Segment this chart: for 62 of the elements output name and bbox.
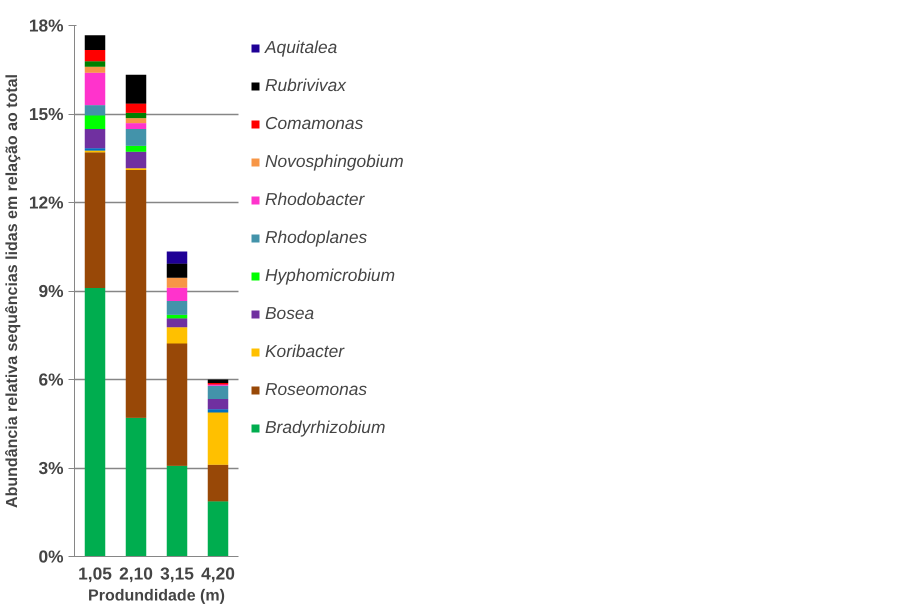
bar bbox=[126, 104, 146, 113]
legend-label: Rubrivivax bbox=[265, 75, 346, 96]
legend-label: Hyphomicrobium bbox=[265, 265, 396, 286]
bar bbox=[84, 152, 106, 288]
bar bbox=[84, 105, 106, 116]
bar bbox=[126, 123, 146, 130]
x-axis-title: Produndidade (m) bbox=[88, 588, 225, 604]
legend-label: Roseomonas bbox=[265, 379, 368, 400]
legend-label: Bradyrhizobium bbox=[265, 417, 386, 438]
bar bbox=[84, 115, 106, 130]
legend-label: Rhodobacter bbox=[265, 189, 364, 210]
bar bbox=[126, 146, 146, 152]
bar bbox=[166, 301, 188, 315]
bar bbox=[166, 466, 188, 556]
bar bbox=[208, 412, 228, 465]
bar bbox=[208, 464, 228, 502]
bar bbox=[126, 74, 146, 104]
bar bbox=[166, 318, 188, 328]
x-tick-label: 4,20 bbox=[201, 564, 235, 584]
x-tick-label: 2,10 bbox=[119, 564, 153, 584]
x-tick-label: 1,05 bbox=[78, 564, 112, 584]
bar bbox=[84, 288, 106, 556]
bar bbox=[126, 112, 146, 118]
bar bbox=[166, 288, 188, 302]
bar bbox=[208, 380, 228, 384]
y-tick-label: 6% bbox=[38, 370, 64, 390]
bar bbox=[126, 418, 146, 556]
y-tick-label: 12% bbox=[28, 192, 64, 212]
bar bbox=[84, 35, 106, 50]
x-tick-label: 3,15 bbox=[160, 564, 194, 584]
legend-label: Rhodoplanes bbox=[265, 227, 368, 248]
bar bbox=[84, 148, 106, 151]
y-tick-label: 9% bbox=[38, 281, 64, 301]
bar bbox=[84, 61, 106, 67]
bar bbox=[84, 129, 106, 148]
legend-label: Comamonas bbox=[265, 113, 364, 134]
bar bbox=[126, 118, 146, 124]
legend-label: Koribacter bbox=[265, 341, 344, 362]
bar bbox=[84, 50, 106, 62]
bar bbox=[166, 314, 188, 318]
bar bbox=[84, 72, 106, 106]
bar bbox=[166, 264, 188, 278]
bar bbox=[126, 129, 146, 146]
legend-label: Novosphingobium bbox=[265, 151, 404, 172]
bar bbox=[208, 409, 228, 413]
bar bbox=[126, 152, 146, 168]
y-tick-label: 18% bbox=[28, 16, 64, 36]
bar bbox=[208, 398, 228, 410]
y-tick-label: 0% bbox=[38, 546, 64, 566]
legend-label: Aquitalea bbox=[265, 37, 338, 58]
bar bbox=[166, 251, 188, 264]
y-tick-label: 3% bbox=[38, 458, 64, 478]
bar bbox=[84, 66, 106, 73]
y-axis-title: Abundância relativa sequências lidas em relação ao total bbox=[4, 74, 21, 508]
bar bbox=[208, 386, 228, 399]
bar bbox=[166, 327, 188, 344]
bar bbox=[208, 501, 228, 556]
bar bbox=[166, 278, 188, 288]
y-tick-label: 15% bbox=[28, 104, 64, 124]
legend-label: Bosea bbox=[265, 303, 314, 324]
bar bbox=[166, 344, 188, 466]
bar bbox=[126, 170, 146, 418]
